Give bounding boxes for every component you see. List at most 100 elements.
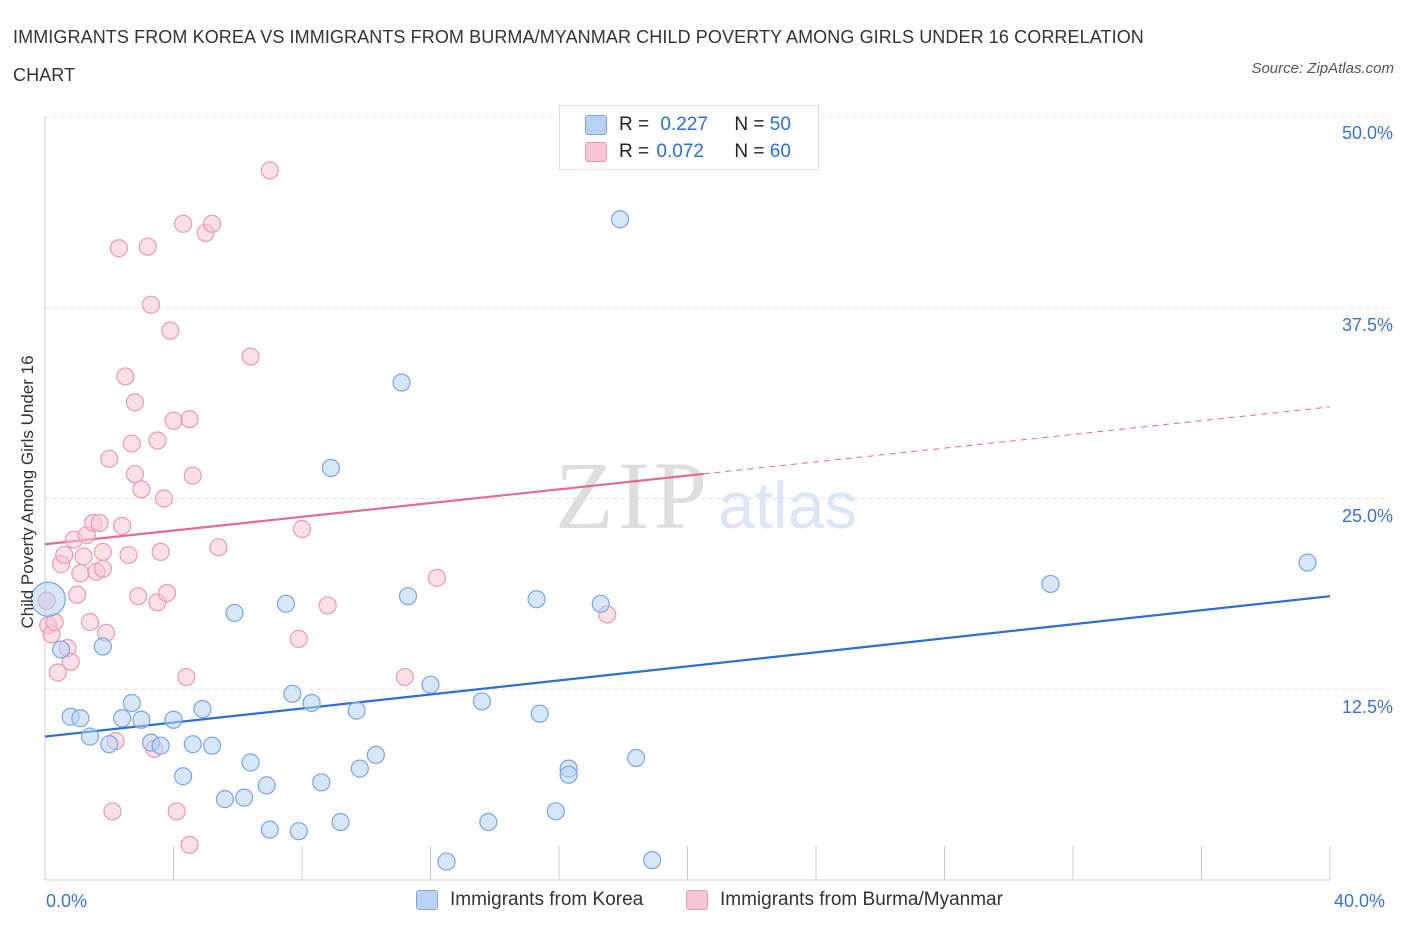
korea-point <box>132 710 151 729</box>
korea-point <box>164 710 183 729</box>
trend-lines <box>44 406 1331 738</box>
burma-point <box>180 410 199 429</box>
burma-point <box>80 613 100 632</box>
korea-point <box>350 759 369 778</box>
burma-point <box>74 547 93 566</box>
korea-point <box>626 748 646 768</box>
korea-point <box>530 704 549 723</box>
burma-point <box>157 584 177 603</box>
burma-point <box>119 545 138 565</box>
korea-point <box>174 767 193 786</box>
source-label: Source: ZipAtlas.com <box>1251 60 1394 77</box>
burma-point <box>395 667 414 687</box>
y-tick-12-5: 12.5% <box>1341 697 1393 717</box>
burma-point <box>100 449 119 468</box>
korea-trend-line <box>44 595 1331 738</box>
burma-point <box>427 568 447 587</box>
korea-point <box>1298 553 1317 572</box>
burma-point <box>132 480 151 499</box>
korea-point <box>591 594 610 613</box>
burma-point <box>138 237 157 256</box>
korea-point <box>93 637 112 656</box>
legend-row-korea: R = 0.227 N = 50 <box>585 112 791 138</box>
bottom-korea-swatch <box>416 890 438 910</box>
korea-n-label: N = <box>734 114 765 135</box>
korea-point <box>100 735 119 754</box>
grid-lines <box>45 116 1390 690</box>
bottom-burma-label: Immigrants from Burma/Myanmar <box>720 889 1003 910</box>
burma-point <box>55 545 74 565</box>
korea-point <box>312 773 331 792</box>
bottom-korea-label: Immigrants from Korea <box>450 889 644 910</box>
korea-point <box>260 820 279 839</box>
korea-point <box>347 701 366 720</box>
korea-swatch <box>585 115 607 135</box>
burma-point <box>167 802 186 821</box>
korea-point <box>559 765 578 784</box>
watermark: ZIP atlas <box>555 442 857 549</box>
korea-point <box>331 812 350 832</box>
korea-point <box>546 802 565 821</box>
y-tick-25: 25.0% <box>1341 506 1393 526</box>
burma-point <box>125 464 145 484</box>
axes <box>44 117 1331 881</box>
bottom-legend-korea: Immigrants from Korea <box>416 889 643 911</box>
burma-trend-line <box>44 472 704 546</box>
korea-point <box>193 699 212 719</box>
burma-point <box>129 587 148 606</box>
burma-point <box>93 559 112 578</box>
burma-point <box>109 239 128 258</box>
burma-n-label: N = <box>734 141 765 162</box>
y-tick-50: 50.0% <box>1341 123 1393 143</box>
korea-point <box>257 776 276 795</box>
burma-point <box>90 513 109 533</box>
burma-point <box>141 295 161 314</box>
burma-point <box>241 347 260 366</box>
burma-point <box>318 596 337 615</box>
stats-legend: R = 0.227 N = 50 R = 0.072 N = 60 <box>559 105 819 170</box>
burma-point <box>183 466 202 485</box>
y-axis-label: Child Poverty Among Girls Under 16 <box>18 355 37 629</box>
data-points <box>30 161 1317 871</box>
korea-n-value: 50 <box>769 114 791 135</box>
burma-r-label: R = <box>619 141 650 162</box>
burma-point <box>148 431 167 450</box>
x-tick-min: 0.0% <box>46 891 88 911</box>
burma-r-value: 0.072 <box>656 141 704 162</box>
korea-point <box>472 692 491 711</box>
burma-point <box>180 835 199 855</box>
burma-point <box>151 542 170 562</box>
korea-point <box>643 851 662 870</box>
burma-point <box>209 538 228 557</box>
korea-point <box>183 735 202 754</box>
korea-point <box>289 822 308 841</box>
korea-point <box>80 727 100 746</box>
bottom-burma-swatch <box>686 890 708 910</box>
burma-point <box>292 519 312 539</box>
burma-n-value: 60 <box>769 141 791 162</box>
korea-point <box>302 693 321 713</box>
korea-point <box>479 812 498 832</box>
burma-swatch <box>585 142 607 162</box>
burma-point <box>125 393 145 412</box>
korea-point <box>151 736 170 755</box>
burma-point <box>71 564 90 583</box>
burma-trend-line-extension <box>703 406 1331 475</box>
korea-point <box>421 675 440 694</box>
watermark-zip: ZIP <box>555 442 711 549</box>
korea-point <box>241 753 260 772</box>
burma-point <box>260 161 279 180</box>
burma-point <box>174 214 193 233</box>
korea-point <box>398 587 418 606</box>
korea-point <box>276 594 296 613</box>
chart-title: IMMIGRANTS FROM KOREA VS IMMIGRANTS FROM… <box>13 27 1144 85</box>
burma-point <box>68 585 87 604</box>
burma-point <box>122 434 141 453</box>
korea-point <box>51 640 71 659</box>
burma-point <box>61 652 80 671</box>
burma-point <box>93 542 112 562</box>
korea-point <box>610 210 630 229</box>
korea-point <box>392 373 411 392</box>
korea-point <box>215 790 234 809</box>
